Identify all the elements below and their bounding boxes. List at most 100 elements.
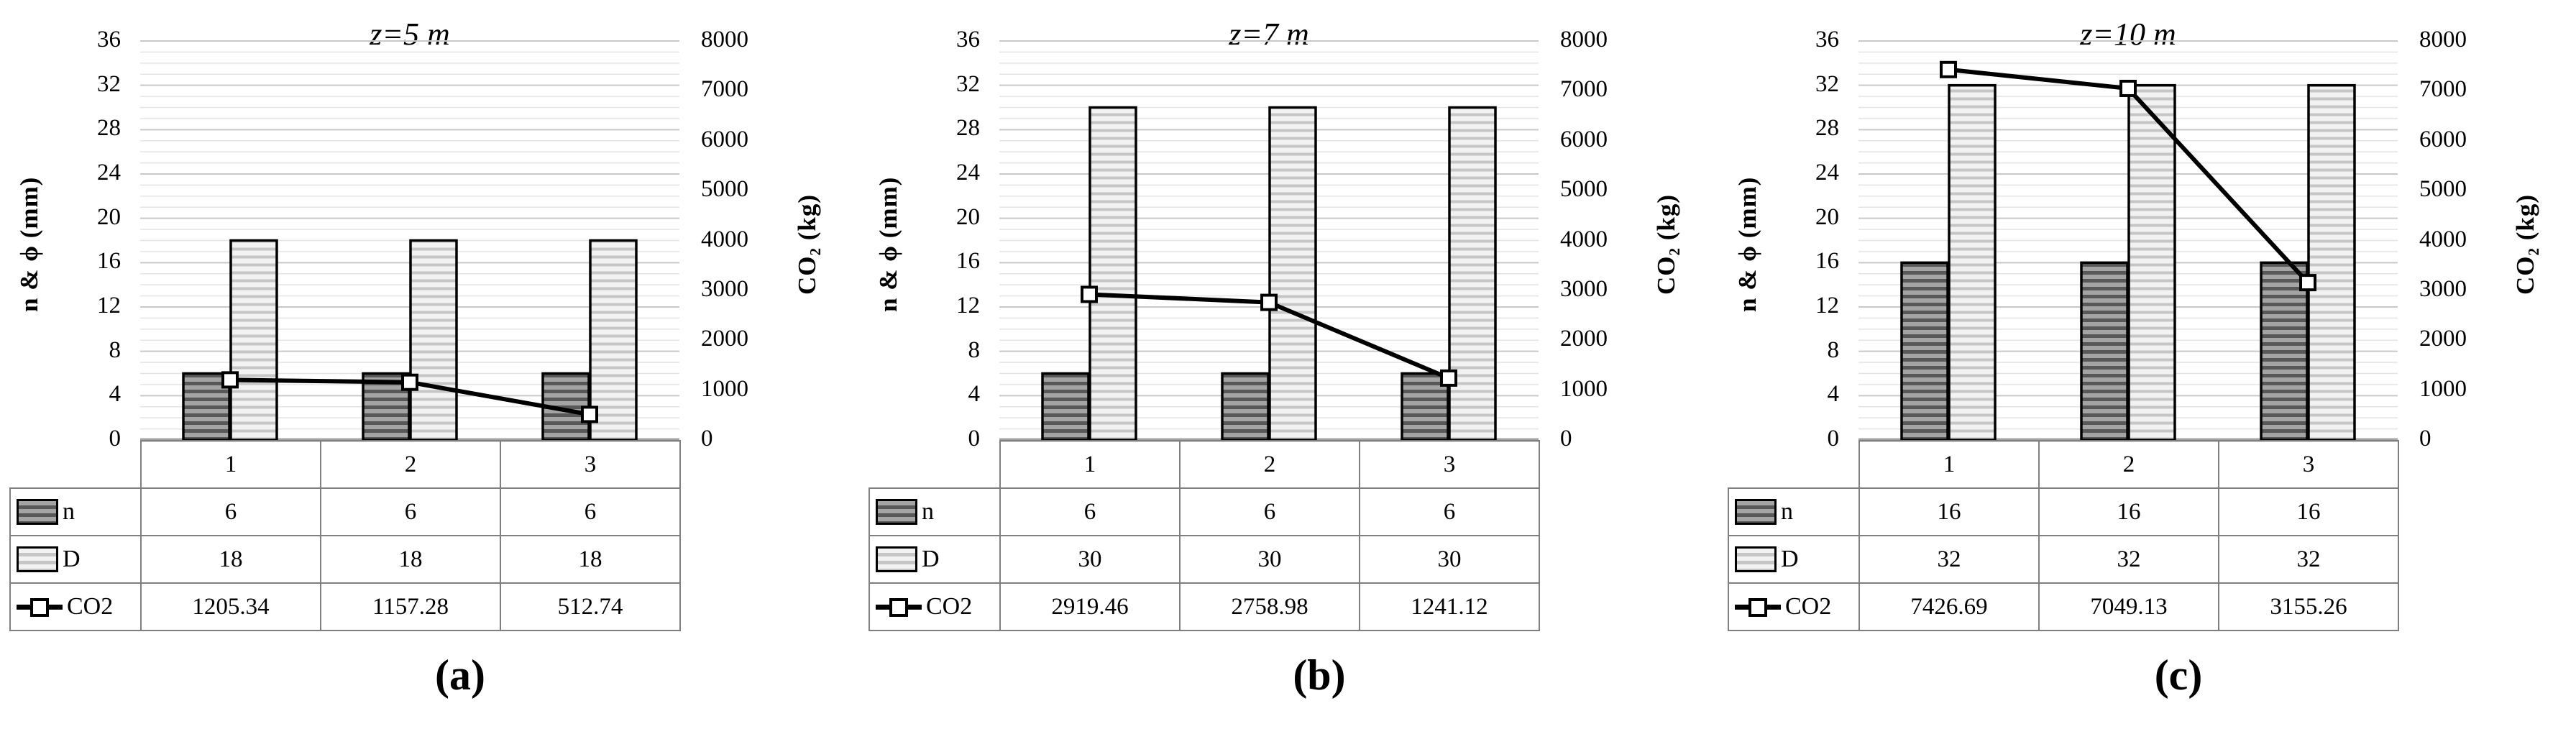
legend-swatch-n <box>1735 499 1777 525</box>
y-tick-left: 16 <box>97 248 121 275</box>
legend-swatch-n <box>17 499 58 525</box>
y-tick-right: 8000 <box>701 27 748 53</box>
table-value-CO2-2: 2758.98 <box>1179 582 1360 631</box>
table-corner-blank <box>869 441 1000 488</box>
table-value-CO2-1: 7426.69 <box>1858 582 2040 631</box>
table-category-header: 3 <box>500 440 681 489</box>
table-value-n-1: 16 <box>1858 487 2040 536</box>
co2-marker <box>581 405 598 423</box>
co2-marker <box>1260 293 1278 311</box>
y-tick-right: 2000 <box>701 326 748 352</box>
y-tick-right: 1000 <box>2419 375 2467 402</box>
y-tick-left: 8 <box>1827 336 1840 363</box>
table-value-D-1: 32 <box>1858 535 2040 584</box>
legend-swatch-D <box>1735 546 1777 572</box>
y-tick-left: 20 <box>1815 203 1839 230</box>
co2-marker <box>2299 274 2316 292</box>
legend-swatch-D <box>876 546 917 572</box>
y-tick-left: 36 <box>956 27 980 53</box>
co2-marker <box>2119 79 2137 97</box>
chart-title: z=5 m <box>370 17 450 52</box>
bar-n <box>2080 261 2129 441</box>
y-tick-right: 6000 <box>1560 126 1608 152</box>
bar-n <box>1900 261 1949 441</box>
legend-key-CO2 <box>876 594 922 620</box>
table-row-CO2: CO2 1205.34 1157.28 512.74 <box>9 582 681 631</box>
data-table: 1 2 3 n 16 16 16 D 32 32 32 CO2 7426.69 7049.13 3155.2… <box>1728 440 2399 631</box>
data-table: 1 2 3 n 6 6 6 D 30 30 30 CO2 2919.46 2758.98 1241.12 <box>868 440 1540 631</box>
legend-label-CO2: CO2 <box>67 593 114 620</box>
y-tick-right: 4000 <box>2419 226 2467 252</box>
y-tick-left: 12 <box>97 293 121 319</box>
legend-label-D: D <box>1781 546 1799 572</box>
table-value-D-2: 30 <box>1179 535 1360 584</box>
y-tick-right: 6000 <box>701 126 748 152</box>
legend-cell-D: D <box>9 535 142 584</box>
y-tick-right: 3000 <box>1560 276 1608 303</box>
co2-marker <box>1940 60 1957 78</box>
y-tick-left: 28 <box>1815 115 1839 142</box>
table-value-D-2: 32 <box>2038 535 2219 584</box>
y-tick-left: 28 <box>97 115 121 142</box>
y-tick-right: 0 <box>2419 426 2431 452</box>
y-tick-left: 0 <box>1827 426 1840 452</box>
y-tick-right: 5000 <box>701 176 748 203</box>
table-value-D-1: 18 <box>140 535 321 584</box>
legend-key-marker <box>30 598 49 617</box>
legend-label-D: D <box>922 546 940 572</box>
bar-n <box>2260 261 2309 441</box>
y-tick-right: 7000 <box>701 76 748 103</box>
legend-cell-n: n <box>868 487 1001 536</box>
legend-cell-CO2: CO2 <box>9 582 142 631</box>
bar-D <box>1268 106 1317 441</box>
y-tick-left: 12 <box>1815 293 1839 319</box>
legend-key-marker <box>889 598 908 617</box>
y-tick-left: 32 <box>1815 70 1839 97</box>
table-value-n-1: 6 <box>999 487 1181 536</box>
table-corner-blank <box>1728 441 1859 488</box>
y-tick-right: 8000 <box>1560 27 1608 53</box>
bar-D <box>1448 106 1497 441</box>
y-tick-right: 7000 <box>1560 76 1608 103</box>
co2-marker <box>1081 285 1098 303</box>
bar-D <box>2127 83 2176 441</box>
table-value-n-3: 6 <box>1359 487 1540 536</box>
y-tick-left: 12 <box>956 293 980 319</box>
table-value-n-3: 6 <box>500 487 681 536</box>
bar-n <box>1221 372 1270 441</box>
y-tick-right: 7000 <box>2419 76 2467 103</box>
data-table: 1 2 3 n 6 6 6 D 18 18 18 CO2 1205.34 1157.28 512.74 <box>9 440 681 631</box>
legend-label-n: n <box>1781 498 1793 525</box>
subfigure-caption: (a) <box>435 651 485 699</box>
legend-key-marker <box>1748 598 1767 617</box>
legend-label-n: n <box>922 498 934 525</box>
table-value-n-1: 6 <box>140 487 321 536</box>
legend-cell-n: n <box>1728 487 1860 536</box>
table-value-D-2: 18 <box>320 535 501 584</box>
y-tick-left: 4 <box>1827 381 1840 408</box>
table-corner-blank <box>10 441 141 488</box>
legend-cell-D: D <box>868 535 1001 584</box>
table-value-D-1: 30 <box>999 535 1181 584</box>
y-tick-left: 24 <box>1815 160 1839 186</box>
y-tick-left: 4 <box>968 381 981 408</box>
y-tick-left: 4 <box>109 381 122 408</box>
y-tick-right: 0 <box>701 426 713 452</box>
y-tick-right: 3000 <box>701 276 748 303</box>
table-value-CO2-1: 1205.34 <box>140 582 321 631</box>
bar-D <box>2307 83 2356 441</box>
plot-area <box>999 40 1539 442</box>
plot-area <box>140 40 679 442</box>
legend-label-D: D <box>63 546 81 572</box>
y-tick-right: 2000 <box>1560 326 1608 352</box>
table-row-n: n 16 16 16 <box>1728 487 2399 536</box>
bar-D <box>229 239 278 441</box>
table-value-D-3: 30 <box>1359 535 1540 584</box>
y-tick-right: 5000 <box>1560 176 1608 203</box>
plot-area <box>1858 40 2398 442</box>
chart-panel-c: n & ϕ (mm) CO₂ (kg) z=10 m (c) 0 4 8 12 16 20… <box>1718 0 2576 752</box>
table-value-D-3: 18 <box>500 535 681 584</box>
